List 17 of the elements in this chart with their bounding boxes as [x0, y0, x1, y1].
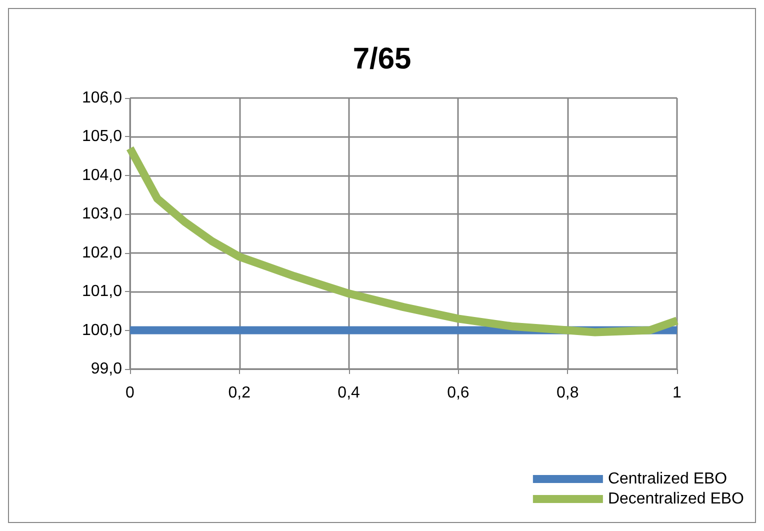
chart-title: 7/65: [352, 42, 412, 76]
x-tick-label: 0,2: [228, 384, 251, 402]
y-tick-label: 105,0: [82, 128, 122, 146]
y-tick-label: 99,0: [90, 360, 122, 378]
x-tick-label: 0: [126, 384, 135, 402]
y-tick-label: 102,0: [82, 244, 122, 262]
x-tick-label: 0,8: [556, 384, 579, 402]
legend-label: Decentralized EBO: [608, 490, 744, 508]
x-tick-label: 1: [672, 384, 682, 402]
y-tick-label: 106,0: [82, 90, 122, 106]
y-tick-label: 101,0: [82, 283, 122, 300]
y-tick-label: 104,0: [82, 166, 122, 184]
y-tick-label: 100,0: [82, 322, 122, 339]
x-tick-label: 0,4: [338, 384, 360, 402]
legend-label: Centralized EBO: [608, 470, 728, 488]
x-tick-label: 0,6: [447, 384, 470, 402]
y-tick-label: 103,0: [82, 206, 122, 223]
